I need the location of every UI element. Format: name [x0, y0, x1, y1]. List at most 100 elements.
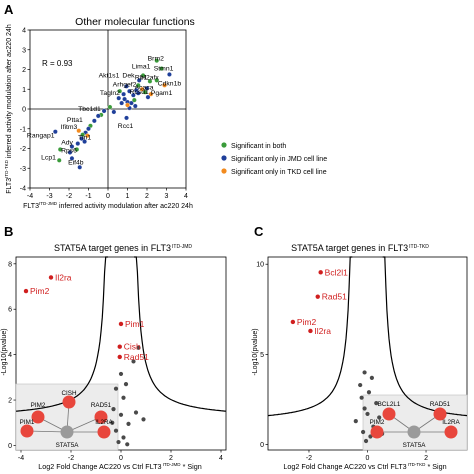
panel-c-xtick-label: 2	[424, 455, 428, 462]
panel-a-data-point	[121, 91, 126, 97]
panel-a-data-point	[85, 133, 90, 139]
panel-b-gene-point	[126, 421, 131, 426]
panel-b-gene-point	[118, 371, 124, 377]
panel-b-network-node-label: IL2RA	[95, 419, 113, 426]
panel-a-ytick-label: 0	[22, 107, 26, 114]
panel-a-data-point	[135, 82, 141, 88]
panel-c-network-inset-box	[362, 394, 468, 451]
panel-a-data-point	[144, 85, 150, 91]
panel-c-xtick-label: -2	[306, 455, 312, 462]
panel-b-gene-point	[133, 410, 139, 415]
panel-c-network-center-node	[407, 425, 421, 439]
panel-a-point-label: Ptta1	[67, 117, 83, 124]
panel-a-xlabel-pre: FLT3	[23, 203, 39, 210]
panel-b-threshold-curve-left	[15, 256, 108, 412]
panel-a-xtick-label: -2	[66, 193, 72, 200]
panel-a-data-point	[167, 72, 172, 77]
panel-b-highlight-point	[118, 321, 124, 327]
panel-b-xtick-label: 0	[119, 455, 123, 462]
panel-b-ytick-label: 0	[8, 443, 12, 450]
panel-a-data-point	[69, 144, 75, 149]
legend-label-jmd: Significant only in JMD cell line	[231, 156, 327, 163]
panel-a-xlabel-post: inferred activity modulation after ac220…	[59, 203, 193, 210]
panel-a-xtick-label: 4	[184, 193, 188, 200]
panel-a-ylabel-post: inferred activity modulation after ac220…	[6, 24, 13, 158]
panel-c-network-node	[370, 425, 384, 439]
panel-b-highlight-label: Pim1	[125, 319, 145, 329]
panel-b-title-pre: STAT5A target genes in FLT3	[54, 243, 171, 253]
panel-c-ytick-label: 10	[256, 262, 264, 269]
panel-c-highlight-label: Rad51	[322, 292, 347, 302]
panel-c: C STAT5A target genes in FLT3ITD-TKD -2 0…	[252, 224, 468, 471]
panel-a-legend: Significant in both Significant only in …	[221, 142, 327, 176]
panel-c-highlight-point	[308, 328, 313, 334]
panel-b-gene-point	[111, 407, 116, 412]
panel-a-data-point	[124, 115, 129, 121]
panel-a-point-label: Lcp1	[41, 154, 56, 161]
panel-b-highlight-label: Il2ra	[55, 272, 72, 282]
panel-b-ytick-label: 2	[8, 398, 12, 405]
panel-c-gene-point	[362, 406, 367, 411]
panel-a-point-label: Pgam1	[151, 90, 173, 97]
panel-c-title: STAT5A target genes in FLT3ITD-TKD	[291, 243, 429, 253]
panel-a-x-axis-label: FLT3ITD-JMD inferred activity modulation …	[23, 201, 193, 210]
panel-b-gene-point	[118, 412, 124, 417]
panel-a-ylabel-sup: ITD-TKD	[4, 159, 9, 177]
panel-a-point-label: Dek	[122, 72, 135, 79]
panel-a-data-point	[154, 58, 160, 63]
panel-c-threshold-curve-right	[382, 256, 468, 417]
panel-b-gene-point	[141, 417, 146, 422]
panel-c-gene-point	[353, 419, 358, 424]
panel-b-network-node	[20, 424, 34, 438]
panel-b-highlight-label: Rad51	[124, 352, 149, 362]
panel-b-network-node-label: PIM1	[20, 419, 35, 426]
panel-c-highlight-label: Il2ra	[314, 326, 331, 336]
panel-b-gene-point	[113, 386, 119, 391]
panel-b-network-node	[62, 395, 76, 409]
panel-c-y-axis-label: -Log10(pvalue)	[252, 328, 259, 375]
panel-b-gene-point	[125, 442, 130, 447]
panel-a-ytick-label: 3	[22, 47, 26, 54]
panel-a-data-point	[77, 164, 83, 170]
panel-a-xtick-label: 2	[145, 193, 149, 200]
panel-c-gene-point	[362, 370, 367, 375]
panel-a-data-point	[131, 97, 137, 103]
panel-a-data-point	[131, 92, 136, 98]
panel-a-data-point	[69, 156, 75, 161]
panel-a-point-label: Ady	[61, 140, 73, 147]
panel-a-data-point	[67, 150, 73, 155]
panel-b-xlabel-pre: Log2 Fold Change AC220 vs Ctrl FLT3	[38, 462, 161, 471]
panel-a-point-label: Stmn1	[154, 65, 174, 72]
panel-b-network: PIM2 CISH RAD51 PIM1 IL2RA STAT5A	[20, 390, 114, 449]
panel-c-title-pre: STAT5A target genes in FLT3	[291, 243, 408, 253]
panel-a-data-point	[145, 94, 151, 100]
panel-b-ytick-label: 6	[8, 307, 12, 314]
panel-a-point-label: Tln1	[78, 135, 91, 142]
panel-b-highlight-point	[23, 288, 29, 294]
panel-b: B STAT5A target genes in FLT3ITD-JMD -4-…	[1, 224, 227, 471]
panel-a-data-point	[75, 141, 81, 146]
panel-a-xtick-label: -3	[46, 193, 52, 200]
panel-a-data-point	[127, 88, 132, 94]
panel-c-network-node-label: RAD51	[430, 401, 451, 408]
panel-a-data-point	[135, 90, 141, 96]
panel-a-data-point	[86, 126, 91, 132]
panel-a-data-point	[79, 136, 85, 141]
panel-a-point-label: Rcc1	[118, 123, 134, 130]
panel-c-letter: C	[254, 224, 264, 239]
panel-c-x-axis-label: Log2 Fold Change AC220 vs Ctrl FLT3ITD-T…	[283, 462, 446, 471]
panel-a-data-point	[132, 103, 138, 109]
panel-b-threshold-curve	[15, 256, 227, 412]
panel-c-xlabel-post: * Sign	[427, 462, 446, 471]
panel-a-data-point	[57, 147, 63, 152]
panel-c-highlight-point	[290, 319, 296, 325]
panel-a-ytick-label: -3	[20, 166, 26, 173]
panel-c-network-inset	[362, 394, 468, 451]
panel-b-network-node	[31, 410, 45, 424]
panel-a-ytick-label: -2	[20, 146, 26, 153]
panel-a-point-label: Arhgef2	[113, 81, 137, 88]
panel-c-network-node	[444, 425, 458, 439]
panel-b-network-node	[94, 410, 108, 424]
panel-b-gene-point	[110, 420, 115, 425]
